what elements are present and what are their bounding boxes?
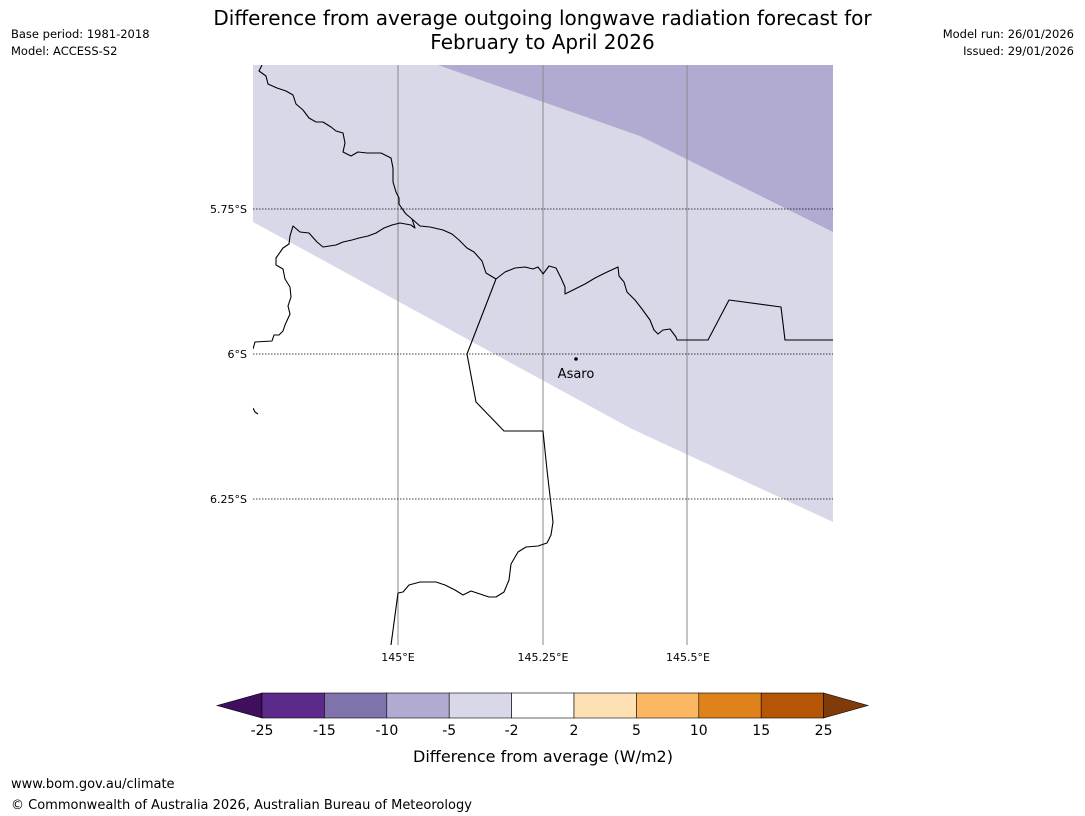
- colorbar-segment: [760, 692, 824, 719]
- border-central: [390, 278, 554, 645]
- colorbar-tick-label: 15: [752, 723, 770, 739]
- colorbar-segment: [261, 692, 325, 719]
- model-run-text: Model run: 26/01/2026: [942, 27, 1074, 41]
- asaro-label: Asaro: [558, 367, 595, 382]
- lon-label-145-5: 145.5°E: [666, 651, 710, 664]
- colorbar-tick-label: 25: [815, 723, 833, 739]
- base-period-text: Base period: 1981-2018: [11, 27, 150, 41]
- colorbar-segment: [324, 692, 388, 719]
- colorbar-segment: [636, 692, 700, 719]
- issued-text: Issued: 29/01/2026: [963, 44, 1074, 58]
- meta-right: Model run: 26/01/2026 Issued: 29/01/2026: [943, 26, 1074, 60]
- footer-copyright: © Commonwealth of Australia 2026, Austra…: [11, 798, 472, 813]
- title-line-2: February to April 2026: [430, 30, 655, 54]
- colorbar-tick-label: -15: [313, 723, 336, 739]
- lat-label-6: 6°S: [228, 348, 247, 361]
- map-title: Difference from average outgoing longwav…: [0, 6, 1085, 54]
- map-panel: Asaro 5.75°S 6°S 6.25°S 145°E 145.25°E 1…: [210, 65, 833, 664]
- lat-label-5-75: 5.75°S: [210, 203, 247, 216]
- title-line-1: Difference from average outgoing longwav…: [213, 6, 872, 30]
- meta-left: Base period: 1981-2018 Model: ACCESS-S2: [11, 26, 150, 60]
- lat-label-6-25: 6.25°S: [210, 493, 247, 506]
- colorbar-tick-label: 5: [632, 723, 641, 739]
- lon-label-145-25: 145.25°E: [518, 651, 569, 664]
- lon-label-145: 145°E: [381, 651, 414, 664]
- border-west-fragment: [253, 407, 259, 415]
- colorbar-tick-label: -10: [375, 723, 398, 739]
- colorbar-label: Difference from average (W/m2): [413, 747, 673, 766]
- colorbar-tick-label: -2: [505, 723, 519, 739]
- colorbar-tick-label: 2: [570, 723, 579, 739]
- colorbar-segment: [573, 692, 637, 719]
- colorbar-extend-high: [823, 692, 870, 719]
- colorbar-segment: [448, 692, 512, 719]
- colorbar-tick-labels: -25 -15 -10 -5 -2 2 5 10 15 25: [251, 723, 833, 739]
- asaro-marker: [574, 357, 578, 361]
- colorbar-tick-label: 10: [690, 723, 708, 739]
- colorbar-tick-label: -25: [251, 723, 274, 739]
- border-northeast: [411, 218, 833, 341]
- border-north: [253, 65, 416, 350]
- region-mid-purple: [438, 65, 833, 232]
- footer-url: www.bom.gov.au/climate: [11, 777, 175, 792]
- colorbar-segment: [698, 692, 762, 719]
- colorbar-segment: [511, 692, 575, 719]
- province-borders: [253, 65, 833, 645]
- model-text: Model: ACCESS-S2: [11, 44, 118, 58]
- colorbar-segment: [386, 692, 450, 719]
- colorbar-tick-label: -5: [442, 723, 456, 739]
- colorbar-segments: [215, 692, 870, 719]
- map-area: [253, 65, 833, 645]
- colorbar-extend-low: [215, 692, 263, 719]
- footer: www.bom.gov.au/climate © Commonwealth of…: [11, 774, 472, 816]
